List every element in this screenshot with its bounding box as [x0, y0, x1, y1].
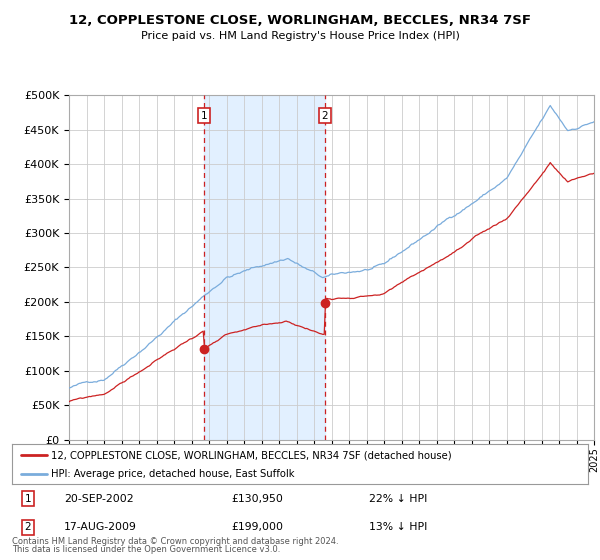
Text: 20-SEP-2002: 20-SEP-2002 — [64, 493, 133, 503]
Text: HPI: Average price, detached house, East Suffolk: HPI: Average price, detached house, East… — [51, 469, 295, 479]
Text: 17-AUG-2009: 17-AUG-2009 — [64, 522, 137, 533]
Text: 2: 2 — [25, 522, 31, 533]
Text: £199,000: £199,000 — [231, 522, 283, 533]
Text: 22% ↓ HPI: 22% ↓ HPI — [369, 493, 427, 503]
Text: 1: 1 — [201, 111, 208, 121]
Text: 2: 2 — [322, 111, 328, 121]
Text: Price paid vs. HM Land Registry's House Price Index (HPI): Price paid vs. HM Land Registry's House … — [140, 31, 460, 41]
Text: Contains HM Land Registry data © Crown copyright and database right 2024.: Contains HM Land Registry data © Crown c… — [12, 537, 338, 546]
Text: 1: 1 — [25, 493, 31, 503]
Bar — [204, 95, 325, 440]
Text: 12, COPPLESTONE CLOSE, WORLINGHAM, BECCLES, NR34 7SF (detached house): 12, COPPLESTONE CLOSE, WORLINGHAM, BECCL… — [51, 450, 452, 460]
Text: 13% ↓ HPI: 13% ↓ HPI — [369, 522, 427, 533]
Text: This data is licensed under the Open Government Licence v3.0.: This data is licensed under the Open Gov… — [12, 545, 280, 554]
Text: 12, COPPLESTONE CLOSE, WORLINGHAM, BECCLES, NR34 7SF: 12, COPPLESTONE CLOSE, WORLINGHAM, BECCL… — [69, 14, 531, 27]
Text: £130,950: £130,950 — [231, 493, 283, 503]
